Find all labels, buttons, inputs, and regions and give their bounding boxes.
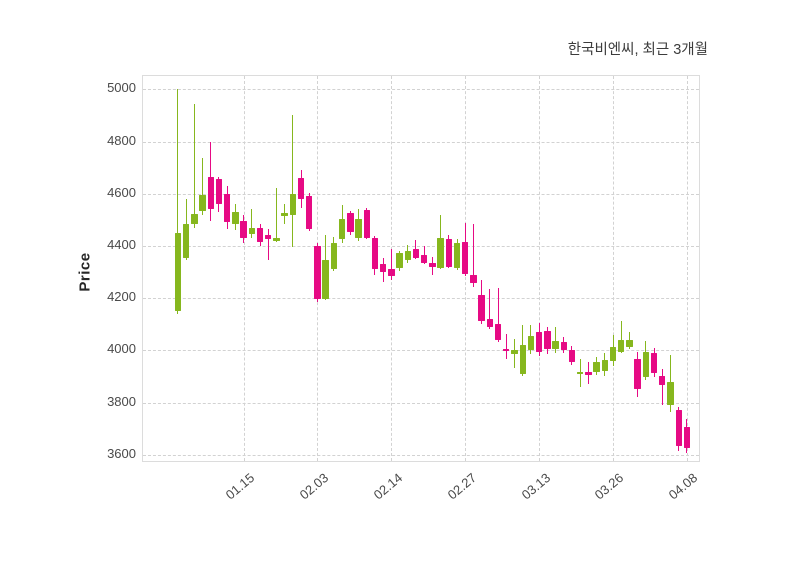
y-tick-4200: 4200 [94, 289, 136, 304]
candle-body-1 [183, 224, 189, 257]
candle-body-60 [667, 382, 673, 405]
gridline-y-3600 [143, 455, 699, 456]
candle-body-26 [388, 269, 394, 276]
x-tick-03.26: 03.26 [592, 470, 627, 502]
candle-body-10 [257, 228, 263, 242]
candle-body-34 [454, 243, 460, 268]
candle-body-45 [544, 331, 550, 349]
candle-body-5 [216, 179, 222, 204]
candle-body-28 [405, 251, 411, 260]
candle-body-19 [331, 243, 337, 269]
y-tick-3600: 3600 [94, 446, 136, 461]
y-tick-4400: 4400 [94, 237, 136, 252]
candle-body-11 [265, 235, 271, 239]
candle-body-20 [339, 219, 345, 239]
y-tick-4000: 4000 [94, 341, 136, 356]
gridline-y-4400 [143, 246, 699, 247]
candle-body-7 [232, 212, 238, 224]
candle-body-56 [634, 359, 640, 389]
candlestick-chart: 한국비엔씨, 최근 3개월 Price 3600 3800 4000 4200 4400… [0, 0, 800, 575]
candle-body-39 [495, 324, 501, 340]
candle-body-40 [503, 349, 509, 351]
gridline-x-03.13 [539, 76, 540, 461]
candle-body-8 [240, 221, 246, 238]
y-tick-3800: 3800 [94, 394, 136, 409]
gridline-x-04.08 [687, 76, 688, 461]
candle-body-33 [446, 239, 452, 266]
y-tick-4800: 4800 [94, 133, 136, 148]
candle-body-58 [651, 353, 657, 373]
gridline-y-5000 [143, 89, 699, 90]
x-tick-02.03: 02.03 [297, 470, 332, 502]
candle-body-62 [684, 427, 690, 448]
candle-body-44 [536, 332, 542, 352]
x-tick-04.08: 04.08 [666, 470, 701, 502]
candle-body-37 [478, 295, 484, 320]
candle-body-59 [659, 376, 665, 385]
candle-body-42 [520, 345, 526, 374]
candle-body-50 [585, 372, 591, 375]
candle-body-6 [224, 194, 230, 223]
gridline-x-01.15 [244, 76, 245, 461]
candle-body-31 [429, 263, 435, 267]
candle-body-16 [306, 196, 312, 229]
candle-body-13 [281, 213, 287, 216]
gridline-y-3800 [143, 403, 699, 404]
candle-body-41 [511, 350, 517, 354]
candle-body-32 [437, 238, 443, 268]
candle-wick-40 [506, 334, 507, 359]
candle-body-12 [273, 238, 279, 241]
candle-body-17 [314, 246, 320, 298]
candle-wick-2 [194, 104, 195, 227]
candle-body-52 [602, 360, 608, 370]
candle-body-14 [290, 194, 296, 214]
gridline-y-4800 [143, 142, 699, 143]
candle-body-55 [626, 340, 632, 347]
candle-body-4 [208, 177, 214, 210]
x-tick-02.27: 02.27 [444, 470, 479, 502]
candle-body-21 [347, 213, 353, 232]
gridline-x-03.26 [613, 76, 614, 461]
gridline-y-4200 [143, 298, 699, 299]
candle-wick-11 [268, 229, 269, 260]
candle-body-51 [593, 362, 599, 372]
candle-body-38 [487, 319, 493, 327]
candle-body-15 [298, 178, 304, 199]
candle-body-29 [413, 249, 419, 259]
candle-body-18 [322, 260, 328, 298]
x-tick-03.13: 03.13 [518, 470, 553, 502]
candle-body-22 [355, 219, 361, 238]
candle-body-54 [618, 340, 624, 352]
x-tick-01.15: 01.15 [223, 470, 258, 502]
candle-body-36 [470, 275, 476, 283]
y-tick-4600: 4600 [94, 185, 136, 200]
candle-body-35 [462, 242, 468, 274]
candle-body-27 [396, 253, 402, 268]
candle-body-47 [561, 342, 567, 350]
candle-wick-59 [662, 369, 663, 404]
candle-body-43 [528, 336, 534, 350]
candle-body-24 [372, 238, 378, 269]
candle-body-0 [175, 233, 181, 311]
candle-body-23 [364, 210, 370, 238]
candle-body-9 [249, 228, 255, 234]
plot-area [142, 75, 700, 462]
candle-wick-14 [292, 115, 293, 247]
candle-body-61 [676, 410, 682, 447]
candle-body-30 [421, 255, 427, 263]
candle-body-25 [380, 264, 386, 272]
candle-body-46 [552, 341, 558, 349]
chart-title: 한국비엔씨, 최근 3개월 [568, 38, 708, 59]
y-tick-5000: 5000 [94, 80, 136, 95]
candle-body-48 [569, 350, 575, 362]
candle-body-2 [191, 214, 197, 224]
candle-wick-12 [276, 188, 277, 242]
y-axis-label: Price [77, 252, 94, 291]
x-tick-02.14: 02.14 [370, 470, 405, 502]
candle-body-3 [199, 195, 205, 211]
candle-body-57 [643, 352, 649, 377]
candle-body-53 [610, 347, 616, 361]
